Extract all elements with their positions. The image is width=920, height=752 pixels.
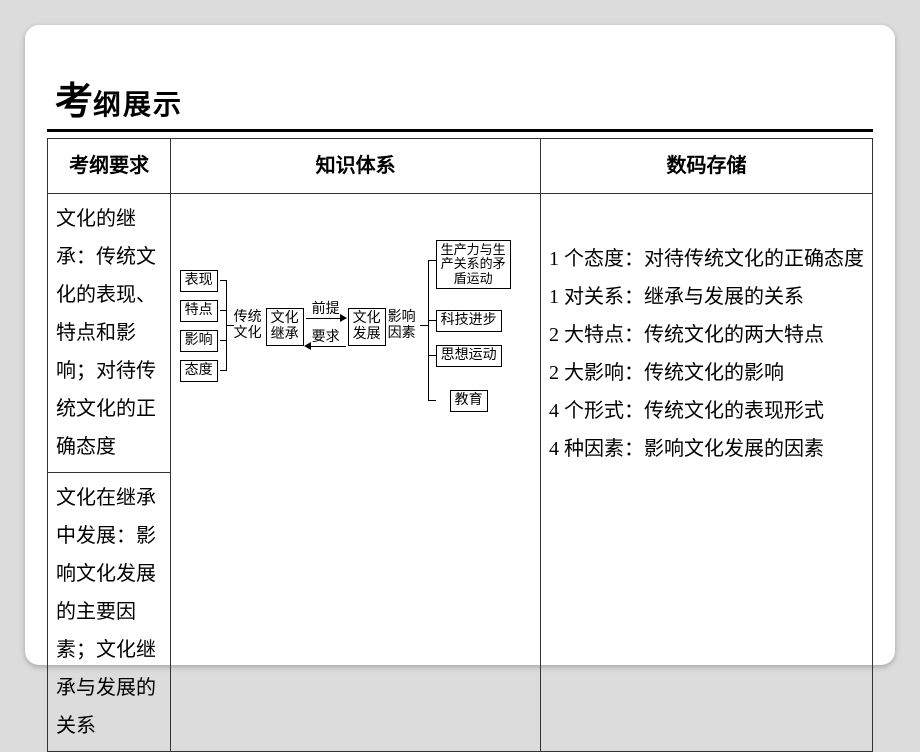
node-jicheng: 文化 继承 <box>266 308 304 346</box>
arrow-r-icon <box>340 314 347 322</box>
digi-l6: 4 种因素：影响文化发展的因素 <box>549 430 864 468</box>
node-yingxiang: 影响 <box>180 330 218 352</box>
digi-l4: 2 大影响：传统文化的影响 <box>549 354 864 392</box>
diagram-cell: 表现 特点 影响 态度 传统 文化 文化 继承 前提 <box>171 194 541 752</box>
req-block-1: 文化的继承：传统文化的表现、特点和影响；对待传统文化的正确态度 <box>48 194 171 473</box>
diag-line <box>310 346 346 347</box>
label-chuantong: 传统 文化 <box>234 310 262 342</box>
req-block-2: 文化在继承中发展：影响文化发展的主要因素；文化继承与发展的关系 <box>48 473 171 752</box>
knowledge-diagram: 表现 特点 影响 态度 传统 文化 文化 继承 前提 <box>180 240 532 420</box>
slide: 考纲展示 考纲要求 知识体系 数码存储 文化的继承：传统文化的表现、特点和影响；… <box>25 25 895 665</box>
diag-line <box>428 260 429 401</box>
diag-line <box>226 325 234 326</box>
diag-line <box>428 400 436 401</box>
node-shengchanli: 生产力与生 产关系的矛 盾运动 <box>436 240 511 289</box>
title-first-char: 考 <box>55 70 93 125</box>
title-rest: 纲展示 <box>93 83 183 123</box>
header-req: 考纲要求 <box>48 139 171 194</box>
label-qianti: 前提 <box>312 302 340 318</box>
header-digi: 数码存储 <box>540 139 872 194</box>
diag-line <box>420 325 428 326</box>
digi-l1: 1 个态度：对待传统文化的正确态度 <box>549 240 864 278</box>
section-title: 考纲展示 <box>47 70 873 132</box>
node-tedian: 特点 <box>180 300 218 322</box>
node-biaoxian: 表现 <box>180 270 218 292</box>
label-yinsu: 影响 因素 <box>388 310 416 342</box>
arrow-l-icon <box>304 342 311 350</box>
digital-storage: 1 个态度：对待传统文化的正确态度 1 对关系：继承与发展的关系 2 大特点：传… <box>540 194 872 752</box>
node-fazhan: 文化 发展 <box>348 308 386 346</box>
diag-line <box>428 355 436 356</box>
label-yaoqiu: 要求 <box>312 330 340 346</box>
content-table: 考纲要求 知识体系 数码存储 文化的继承：传统文化的表现、特点和影响；对待传统文… <box>47 138 873 752</box>
digi-l2: 1 对关系：继承与发展的关系 <box>549 278 864 316</box>
digi-l3: 2 大特点：传统文化的两大特点 <box>549 316 864 354</box>
diag-line <box>428 320 436 321</box>
diag-line <box>428 260 436 261</box>
digi-l5: 4 个形式：传统文化的表现形式 <box>549 392 864 430</box>
node-sixiang: 思想运动 <box>436 345 502 367</box>
node-taidu: 态度 <box>180 360 218 382</box>
diag-line <box>306 318 342 319</box>
header-sys: 知识体系 <box>171 139 541 194</box>
node-jiaoyu: 教育 <box>450 390 488 412</box>
node-keji: 科技进步 <box>436 310 502 332</box>
